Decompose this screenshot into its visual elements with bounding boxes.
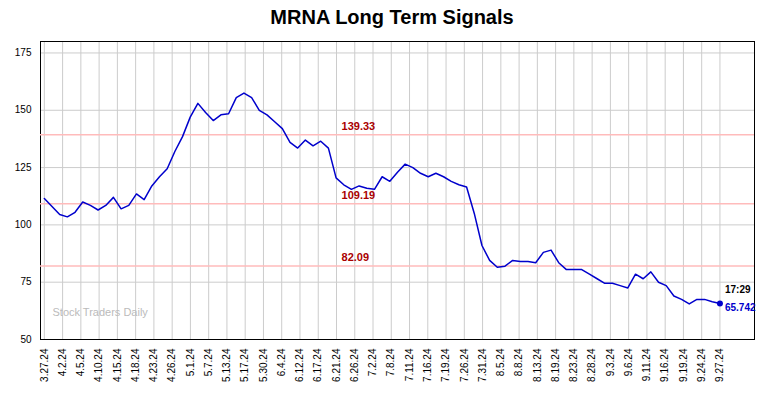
svg-text:139.33: 139.33 bbox=[342, 120, 376, 132]
svg-text:17:29: 17:29 bbox=[725, 284, 751, 295]
svg-text:125: 125 bbox=[15, 162, 32, 173]
svg-text:5.1.24: 5.1.24 bbox=[185, 348, 196, 376]
svg-text:8.5.24: 8.5.24 bbox=[495, 348, 506, 376]
svg-text:5.13.24: 5.13.24 bbox=[221, 348, 232, 382]
svg-text:5.30.24: 5.30.24 bbox=[258, 348, 269, 382]
svg-text:6.12.24: 6.12.24 bbox=[294, 348, 305, 382]
svg-text:4.2.24: 4.2.24 bbox=[57, 348, 68, 376]
svg-text:175: 175 bbox=[15, 47, 32, 58]
svg-text:8.19.24: 8.19.24 bbox=[550, 348, 561, 382]
svg-text:4.18.24: 4.18.24 bbox=[130, 348, 141, 382]
svg-text:9.11.24: 9.11.24 bbox=[641, 348, 652, 381]
svg-text:8.8.24: 8.8.24 bbox=[513, 348, 524, 376]
svg-text:4.15.24: 4.15.24 bbox=[112, 348, 123, 382]
svg-text:7.19.24: 7.19.24 bbox=[440, 348, 451, 382]
svg-text:7.11.24: 7.11.24 bbox=[404, 348, 415, 381]
svg-text:109.19: 109.19 bbox=[342, 189, 376, 201]
svg-text:3.27.24: 3.27.24 bbox=[39, 348, 50, 382]
svg-text:6.17.24: 6.17.24 bbox=[312, 348, 323, 382]
html-text:MRNA Long Term Signals: MRNA Long Term Signals bbox=[270, 6, 514, 28]
svg-text:6.4.24: 6.4.24 bbox=[276, 348, 287, 376]
svg-text:5.17.24: 5.17.24 bbox=[239, 348, 250, 382]
svg-text:8.13.24: 8.13.24 bbox=[532, 348, 543, 382]
svg-text:4.26.24: 4.26.24 bbox=[166, 348, 177, 382]
svg-text:7.16.24: 7.16.24 bbox=[422, 348, 433, 382]
svg-text:7.26.24: 7.26.24 bbox=[459, 348, 470, 382]
svg-text:4.10.24: 4.10.24 bbox=[93, 348, 104, 382]
svg-text:6.26.24: 6.26.24 bbox=[349, 348, 360, 382]
svg-text:50: 50 bbox=[20, 334, 32, 345]
svg-text:7.2.24: 7.2.24 bbox=[367, 348, 378, 376]
svg-text:9.24.24: 9.24.24 bbox=[696, 348, 707, 382]
svg-text:6.21.24: 6.21.24 bbox=[331, 348, 342, 382]
svg-text:150: 150 bbox=[15, 104, 32, 115]
svg-text:4.23.24: 4.23.24 bbox=[148, 348, 159, 382]
svg-text:9.19.24: 9.19.24 bbox=[678, 348, 689, 382]
svg-text:8.28.24: 8.28.24 bbox=[586, 348, 597, 382]
svg-text:5.7.24: 5.7.24 bbox=[203, 348, 214, 376]
svg-text:8.23.24: 8.23.24 bbox=[568, 348, 579, 382]
svg-text:Stock Traders Daily: Stock Traders Daily bbox=[53, 306, 149, 318]
svg-text:100: 100 bbox=[15, 219, 32, 230]
svg-text:75: 75 bbox=[20, 276, 32, 287]
svg-text:4.5.24: 4.5.24 bbox=[75, 348, 86, 376]
svg-text:9.16.24: 9.16.24 bbox=[659, 348, 670, 382]
svg-text:9.3.24: 9.3.24 bbox=[605, 348, 616, 376]
svg-text:82.09: 82.09 bbox=[342, 251, 370, 263]
svg-text:9.6.24: 9.6.24 bbox=[623, 348, 634, 376]
svg-text:7.8.24: 7.8.24 bbox=[385, 348, 396, 376]
svg-text:9.27.24: 9.27.24 bbox=[714, 348, 725, 382]
svg-text:7.31.24: 7.31.24 bbox=[477, 348, 488, 382]
svg-text:65.742: 65.742 bbox=[725, 302, 756, 313]
